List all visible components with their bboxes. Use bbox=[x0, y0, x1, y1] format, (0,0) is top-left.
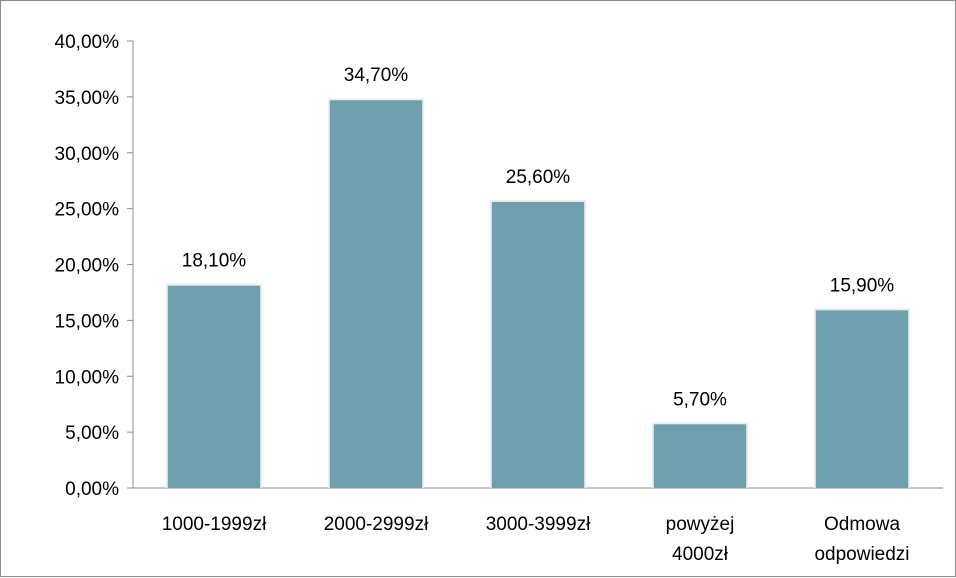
bar bbox=[167, 285, 261, 488]
y-tick-label: 30,00% bbox=[55, 144, 120, 165]
bar bbox=[815, 310, 909, 488]
bars bbox=[165, 98, 911, 489]
data-label: 15,90% bbox=[830, 275, 895, 296]
bar bbox=[653, 424, 747, 488]
category-label: powyżej bbox=[666, 514, 735, 535]
category-label: 2000-2999zł bbox=[324, 514, 429, 535]
y-tick-label: 0,00% bbox=[65, 479, 119, 500]
y-tick-label: 15,00% bbox=[55, 311, 120, 332]
y-tick-label: 35,00% bbox=[55, 88, 120, 109]
data-labels: 18,10% 34,70% 25,60% 5,70% 15,90% bbox=[182, 65, 895, 410]
bar bbox=[329, 100, 423, 488]
data-label: 18,10% bbox=[182, 251, 247, 272]
data-label: 25,60% bbox=[506, 167, 571, 188]
y-tick-label: 5,00% bbox=[65, 423, 119, 444]
category-label: 4000zł bbox=[672, 544, 729, 565]
y-tick-label: 10,00% bbox=[55, 367, 120, 388]
category-label: odpowiedzi bbox=[814, 544, 909, 565]
category-label: 3000-3999zł bbox=[486, 514, 591, 535]
bar bbox=[491, 201, 585, 489]
y-tick-label: 20,00% bbox=[55, 256, 120, 277]
x-tick-labels: 1000-1999zł 2000-2999zł 3000-3999zł powyżej… bbox=[162, 514, 910, 565]
category-label: Odmowa bbox=[824, 514, 900, 535]
y-tick-label: 40,00% bbox=[55, 32, 120, 53]
data-label: 5,70% bbox=[673, 389, 727, 410]
y-tick-labels: 0,00% 5,00% 10,00% 15,00% 20,00% 25,00% 30,00%… bbox=[55, 32, 120, 500]
category-label: 1000-1999zł bbox=[162, 514, 267, 535]
data-label: 34,70% bbox=[344, 65, 409, 86]
y-tick-label: 25,00% bbox=[55, 200, 120, 221]
